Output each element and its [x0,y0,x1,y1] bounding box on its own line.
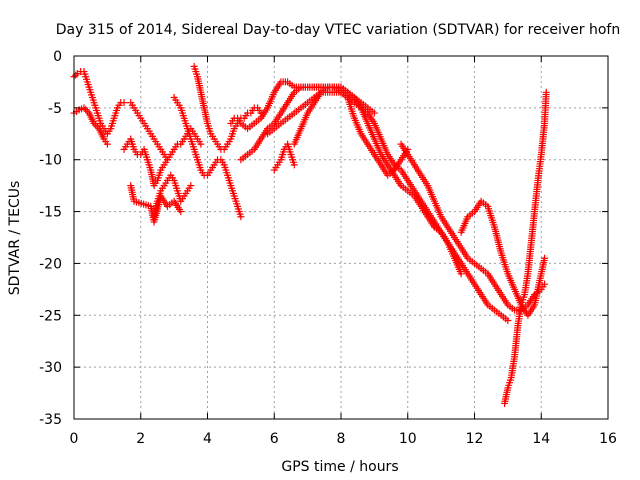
x-tick-labels: 0 2 4 6 8 10 12 14 16 [70,431,617,447]
x-tick-label: 6 [270,431,279,447]
y-tick-label: -5 [48,101,62,117]
grid [74,56,608,419]
data-point-sat-m [541,280,549,288]
data-point-sat-d [163,156,171,164]
y-tick-label: -25 [39,308,62,324]
y-tick-label: -10 [39,153,62,169]
data-point-sat-b [103,140,111,148]
x-tick-label: 8 [337,431,346,447]
data-point-sat-a [120,99,128,107]
data-point-sat-b [93,123,101,131]
data-point-sat-b [82,106,90,114]
data-point-sat-h [370,109,378,117]
data-point-sat-l [504,316,512,324]
data-point-sat-j [457,270,465,278]
x-tick-label: 0 [70,431,79,447]
data-point-sat-e [187,182,195,190]
y-axis-label: SDTVAR / TECUs [7,181,23,296]
data-point-sat-b [92,121,100,129]
x-tick-label: 4 [203,431,212,447]
axis-ticks [73,55,609,420]
x-axis-label: GPS time / hours [281,459,398,475]
x-tick-label: 14 [532,431,550,447]
y-tick-labels: 0 -5 -10 -15 -20 -25 -30 -35 [39,49,62,428]
data-marks [70,62,550,407]
data-point-sat-b [80,104,88,112]
data-point-sat-a [72,71,80,79]
x-tick-label: 10 [399,431,417,447]
data-point-sat-b [90,119,98,127]
y-tick-label: 0 [53,49,62,65]
y-tick-label: -15 [39,205,62,221]
data-point-sat-k [290,161,298,169]
y-tick-label: -30 [39,360,62,376]
data-point-sat-c [197,140,205,148]
data-point-sat-n [541,254,549,262]
data-point-sat-b [83,107,91,115]
x-tick-label: 2 [136,431,145,447]
y-tick-label: -20 [39,256,62,272]
chart-title: Day 315 of 2014, Sidereal Day-to-day VTE… [56,22,620,38]
data-point-sat-f [237,213,245,221]
data-point-sat-p [177,208,185,216]
x-tick-label: 12 [466,431,484,447]
y-tick-label: -35 [39,412,62,428]
x-tick-label: 16 [599,431,617,447]
data-point-sat-o [542,88,550,96]
